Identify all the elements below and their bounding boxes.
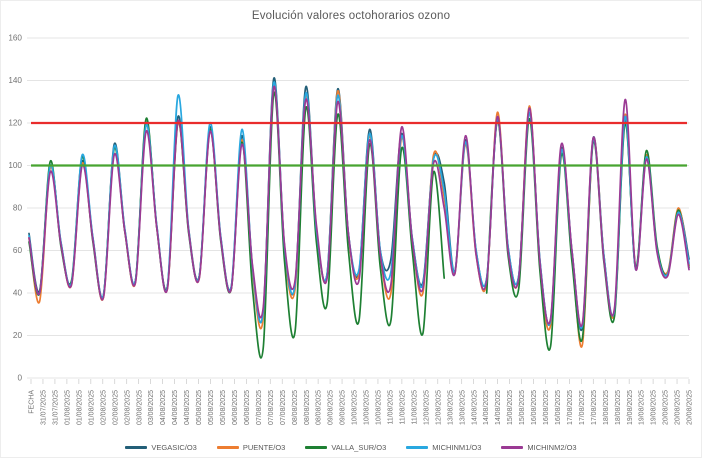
- x-tick-label: 17/08/2025: [567, 390, 574, 425]
- x-tick-label: 14/08/2025: [483, 390, 490, 425]
- series-line-michinm2-o3: [28, 85, 690, 327]
- x-tick-label: 04/08/2025: [172, 390, 179, 425]
- legend-item-valla-sur: VALLA_SUR/O3: [305, 443, 386, 452]
- x-tick-label: 02/08/2025: [124, 390, 131, 425]
- x-tick-label: 20/08/2025: [675, 390, 682, 425]
- x-tick-label: 10/08/2025: [352, 390, 359, 425]
- y-tick-label-40: 40: [13, 289, 23, 298]
- y-tick-label-0: 0: [17, 374, 22, 383]
- x-tick-label: 20/08/2025: [663, 390, 670, 425]
- legend-label-puente: PUENTE/O3: [242, 443, 286, 452]
- legend-label-valla-sur: VALLA_SUR/O3: [331, 443, 387, 452]
- x-tick-label: 06/08/2025: [244, 390, 251, 425]
- legend-item-michinm1: MICHINM1/O3: [406, 443, 481, 452]
- x-tick-label: 01/08/2025: [64, 390, 71, 425]
- x-tick-label: 19/08/2025: [627, 390, 634, 425]
- x-tick-label: 15/08/2025: [507, 390, 514, 425]
- x-tick-label: 06/08/2025: [232, 390, 239, 425]
- x-tick-label: 13/08/2025: [459, 390, 466, 425]
- x-tick-label: 03/08/2025: [148, 390, 155, 425]
- x-tick-label: 14/08/2025: [471, 390, 478, 425]
- x-tick-label: 05/08/2025: [208, 390, 215, 425]
- y-tick-label-20: 20: [13, 331, 23, 340]
- series-line-valla-sur-o3: [485, 117, 690, 351]
- legend-swatch-michinm2: [501, 446, 524, 449]
- x-tick-label: 07/08/2025: [256, 390, 263, 425]
- x-tick-label: 02/08/2025: [100, 390, 107, 425]
- y-tick-label-80: 80: [13, 204, 23, 213]
- y-tick-label-100: 100: [8, 161, 22, 170]
- y-tick-label-60: 60: [13, 246, 23, 255]
- x-tick-label: 10/08/2025: [376, 390, 383, 425]
- x-tick-label: 05/08/2025: [196, 390, 203, 425]
- x-tick-label: 05/08/2025: [220, 390, 227, 425]
- x-tick-label: 11/08/2025: [411, 390, 418, 425]
- legend-swatch-valla-sur: [305, 446, 328, 449]
- x-tick-label: 04/08/2025: [160, 390, 167, 425]
- x-tick-label: 12/08/2025: [423, 390, 430, 425]
- x-tick-label: 10/08/2025: [364, 390, 371, 425]
- x-tick-label: 31/07/2025: [53, 390, 60, 425]
- legend-swatch-puente: [216, 446, 239, 449]
- x-tick-label: 15/08/2025: [519, 390, 526, 425]
- x-tick-label: 14/08/2025: [495, 390, 502, 425]
- y-tick-label-160: 160: [8, 34, 22, 43]
- x-tick-label: 18/08/2025: [615, 390, 622, 425]
- legend-label-michinm1: MICHINM1/O3: [432, 443, 482, 452]
- legend-swatch-michinm1: [406, 446, 429, 449]
- chart-title: Evolución valores octohorarios ozono: [251, 10, 451, 22]
- y-tick-label-120: 120: [8, 119, 22, 128]
- x-tick-label: 09/08/2025: [340, 390, 347, 425]
- legend-item-vegasic: VEGASIC/O3: [125, 443, 197, 452]
- legend-label-vegasic: VEGASIC/O3: [151, 443, 197, 452]
- x-tick-label: 07/08/2025: [280, 390, 287, 425]
- x-tick-label: 08/08/2025: [316, 390, 323, 425]
- x-tick-label: 17/08/2025: [591, 390, 598, 425]
- x-tick-label: 09/08/2025: [328, 390, 335, 425]
- legend-item-michinm2: MICHINM2/O3: [501, 443, 577, 452]
- x-tick-label: 20/08/2025: [687, 390, 694, 425]
- x-tick-label: 08/08/2025: [292, 390, 299, 425]
- x-axis-title-fecha: FECHA: [29, 390, 36, 414]
- x-tick-label: 11/08/2025: [388, 390, 395, 425]
- x-tick-label: 01/08/2025: [76, 390, 83, 425]
- x-tick-label: 31/07/2025: [41, 390, 48, 425]
- x-tick-label: 07/08/2025: [268, 390, 275, 425]
- y-tick-label-140: 140: [8, 76, 22, 85]
- x-tick-label: 19/08/2025: [651, 390, 658, 425]
- x-tick-label: 16/08/2025: [543, 390, 550, 425]
- x-tick-label: 17/08/2025: [579, 390, 586, 425]
- x-tick-label: 16/08/2025: [555, 390, 562, 425]
- x-tick-label: 18/08/2025: [603, 390, 610, 425]
- x-tick-label: 04/08/2025: [184, 390, 191, 425]
- chart-legend: VEGASIC/O3 PUENTE/O3 VALLA_SUR/O3 MICHIN…: [1, 443, 701, 452]
- x-tick-label: 16/08/2025: [531, 390, 538, 425]
- legend-swatch-vegasic: [125, 446, 148, 449]
- legend-item-puente: PUENTE/O3: [216, 443, 286, 452]
- x-tick-label: 01/08/2025: [88, 390, 95, 425]
- legend-label-michinm2: MICHINM2/O3: [527, 443, 577, 452]
- x-tick-label: 03/08/2025: [136, 390, 143, 425]
- x-tick-label: 11/08/2025: [399, 390, 406, 425]
- x-tick-label: 08/08/2025: [304, 390, 311, 425]
- x-tick-label: 19/08/2025: [639, 390, 646, 425]
- x-tick-label: 13/08/2025: [447, 390, 454, 425]
- x-tick-label: 12/08/2025: [435, 390, 442, 425]
- x-tick-label: 02/08/2025: [112, 390, 119, 425]
